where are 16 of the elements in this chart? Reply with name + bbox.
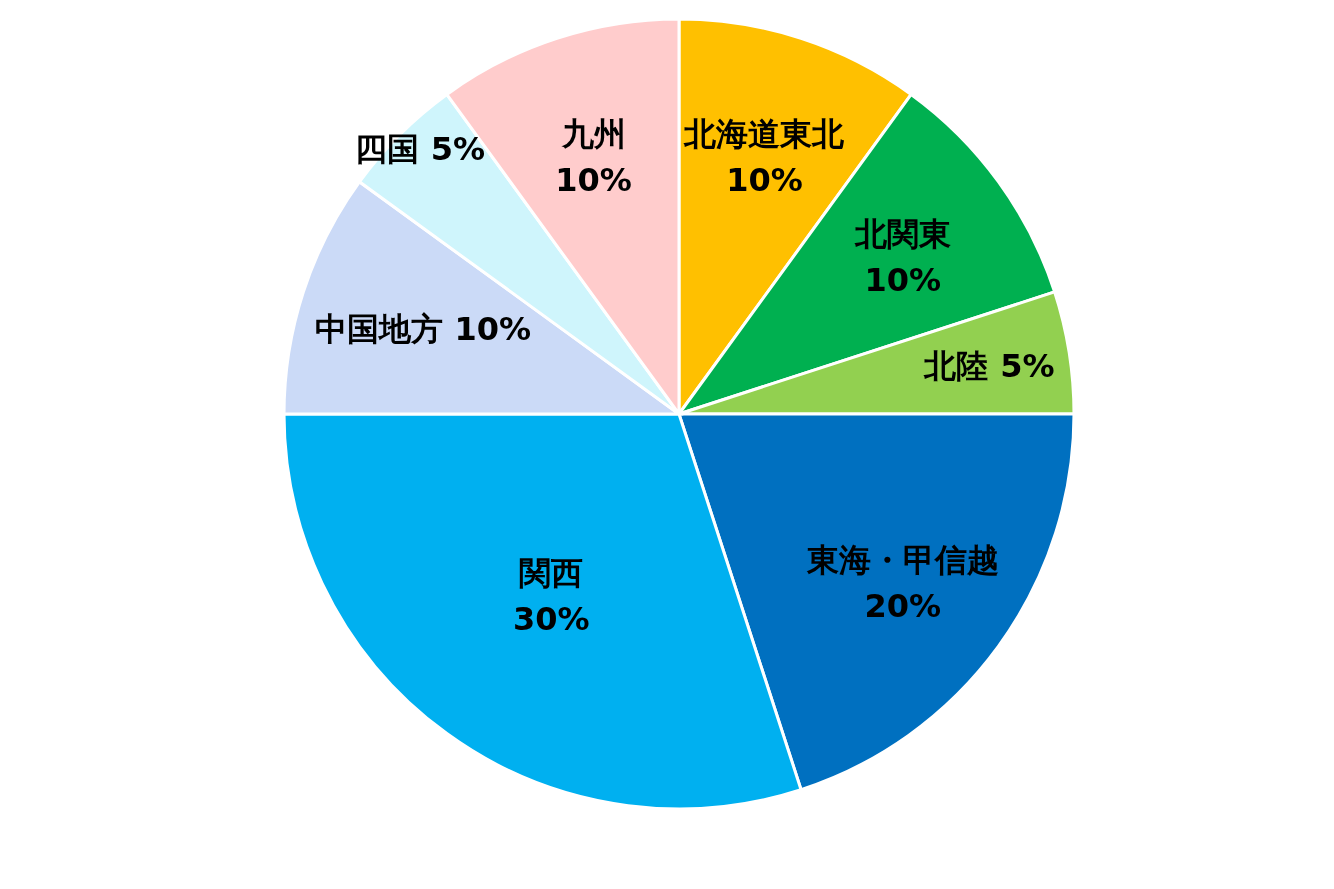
data-label: 10% — [454, 309, 532, 348]
slice-label: 北関東 — [853, 215, 951, 254]
slice-label: 北海道東北 — [683, 115, 846, 154]
data-label: 10% — [864, 261, 941, 300]
slice-label: 東海・甲信越 — [805, 540, 999, 579]
data-label: 30% — [513, 599, 590, 638]
data-label: 5% — [430, 129, 485, 168]
data-label: 10% — [555, 161, 632, 200]
slice-label: 関西 — [519, 553, 584, 592]
slice-label: 九州 — [560, 115, 626, 154]
data-label: 20% — [864, 586, 941, 625]
data-label: 10% — [726, 161, 803, 200]
slice-label: 北陸 — [923, 346, 989, 385]
slice-label: 四国 — [354, 129, 419, 168]
slice-label: 中国地方 — [314, 309, 443, 348]
data-label: 5% — [1000, 346, 1055, 385]
